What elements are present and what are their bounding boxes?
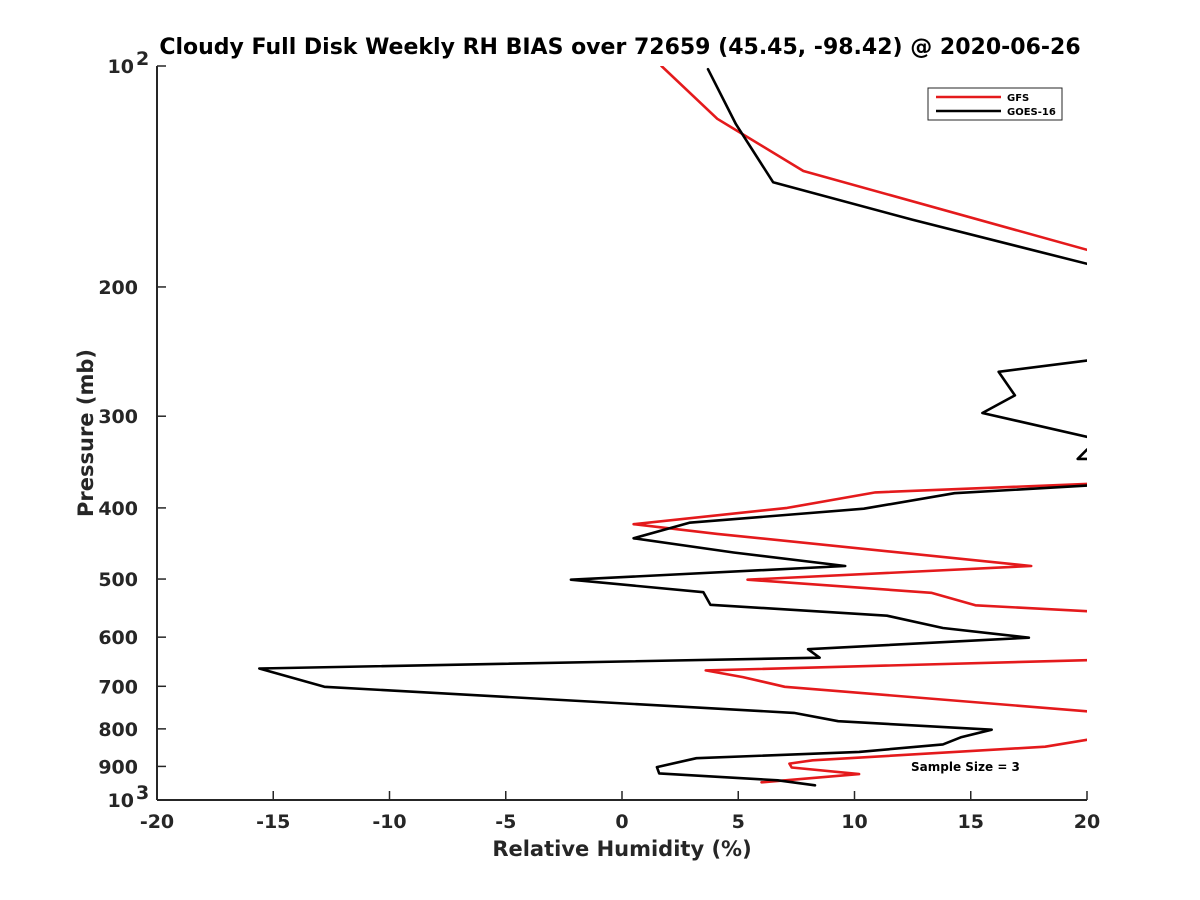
- legend-label-gfs: GFS: [1007, 93, 1029, 104]
- x-tick-label: 15: [958, 811, 984, 833]
- y-tick-label: 600: [98, 627, 138, 649]
- x-axis-label: Relative Humidity (%): [492, 837, 751, 861]
- x-tick-label: 20: [1074, 811, 1100, 833]
- chart-title: Cloudy Full Disk Weekly RH BIAS over 726…: [159, 35, 1080, 60]
- series-line-goes16-segment-3: [257, 484, 1087, 787]
- series-line-gfs-segment-0: [660, 66, 1087, 252]
- x-tick-label: 0: [615, 811, 628, 833]
- x-tick-label: 10: [841, 811, 867, 833]
- y-tick-label: 800: [98, 719, 138, 741]
- y-tick-label: 900: [98, 756, 138, 778]
- y-tick-label: 500: [98, 569, 138, 591]
- y-tick-label: 200: [98, 277, 138, 299]
- x-tick-label: -15: [256, 811, 290, 833]
- series-line-goes16-segment-1: [981, 359, 1087, 439]
- series-line-goes16-segment-2: [1076, 448, 1087, 461]
- legend: GFS GOES-16: [927, 87, 1063, 121]
- y-tick-label: 700: [98, 676, 138, 698]
- legend-label-goes16: GOES-16: [1007, 107, 1056, 118]
- series-line-gfs-segment-2: [704, 658, 1087, 713]
- y-tick-label: 10: [108, 790, 134, 812]
- x-tick-label: -10: [372, 811, 406, 833]
- series-line-gfs-segment-1: [632, 482, 1087, 613]
- series-line-goes16-segment-0: [706, 67, 1087, 266]
- y-tick-exponent: 2: [136, 48, 149, 70]
- x-tick-label: 5: [732, 811, 745, 833]
- sample-size-annotation: Sample Size = 3: [911, 760, 1020, 774]
- y-tick-label: 400: [98, 498, 138, 520]
- series-line-gfs-segment-3: [760, 738, 1087, 784]
- y-tick-label: 10: [108, 56, 134, 78]
- x-tick-label: -5: [495, 811, 516, 833]
- y-tick-exponent: 3: [136, 782, 149, 804]
- y-tick-label: 300: [98, 406, 138, 428]
- y-axis-label: Pressure (mb): [74, 349, 98, 517]
- legend-box: [927, 87, 1063, 121]
- x-tick-label: -20: [140, 811, 174, 833]
